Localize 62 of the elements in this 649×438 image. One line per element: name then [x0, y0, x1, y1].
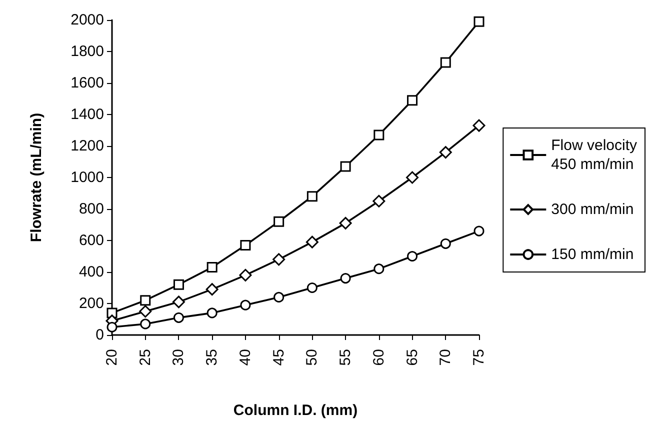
point: [372, 194, 386, 208]
y-axis-title: Flowrate (mL/min): [28, 112, 45, 242]
legend-label: Flow velocity 450 mm/min: [551, 137, 638, 173]
point: [172, 296, 185, 308]
point: [340, 161, 351, 172]
y-tick-label: 800: [78, 200, 104, 218]
legend-label: 300 mm/min: [551, 201, 634, 218]
point: [374, 130, 384, 140]
y-tick-label: 1200: [70, 138, 104, 154]
y-tick-label: 1800: [70, 43, 104, 60]
point: [306, 282, 318, 293]
point: [173, 312, 184, 323]
y-tick-label: 0: [96, 326, 104, 344]
point: [472, 119, 486, 132]
x-tick-label: 20: [104, 349, 120, 366]
point: [440, 57, 451, 68]
point: [306, 236, 318, 248]
x-tick-label: 30: [170, 349, 188, 366]
point: [240, 300, 251, 310]
x-tick-label: 60: [370, 349, 388, 366]
point: [439, 146, 452, 159]
y-tick-label: 400: [78, 264, 104, 280]
point: [206, 283, 218, 296]
x-tick-label: 25: [136, 349, 154, 366]
x-tick-label: 40: [236, 349, 254, 366]
point: [206, 262, 218, 273]
point: [272, 253, 286, 266]
point: [306, 191, 318, 202]
x-tick-label: 55: [337, 349, 354, 366]
point: [274, 292, 284, 302]
point: [240, 240, 251, 250]
y-tick-label: 1600: [70, 74, 104, 92]
point: [374, 264, 384, 274]
x-tick-label: 75: [470, 349, 488, 366]
x-tick-label: 70: [437, 349, 454, 366]
point: [339, 216, 352, 230]
point: [474, 226, 484, 236]
legend-label: 150 mm/min: [551, 246, 634, 263]
point: [106, 322, 118, 332]
point: [239, 268, 252, 282]
point: [407, 251, 418, 262]
point: [406, 171, 419, 184]
point: [274, 216, 284, 227]
point: [474, 16, 484, 27]
y-tick-label: 1400: [70, 106, 104, 123]
x-tick-label: 45: [270, 349, 288, 366]
y-tick-label: 1000: [70, 169, 104, 186]
point: [440, 238, 451, 249]
point: [340, 273, 351, 284]
point: [140, 318, 151, 330]
point: [206, 308, 218, 318]
point: [173, 279, 184, 290]
x-tick-label: 65: [404, 349, 421, 366]
y-tick-label: 600: [78, 232, 104, 249]
point: [139, 305, 152, 318]
x-tick-label: 35: [204, 349, 221, 366]
x-axis-title: Column I.D. (mm): [233, 402, 358, 419]
y-tick-label: 2000: [70, 12, 104, 28]
y-tick-label: 200: [78, 295, 104, 312]
x-tick-label: 50: [304, 349, 321, 366]
point: [407, 95, 418, 106]
point: [140, 295, 151, 306]
